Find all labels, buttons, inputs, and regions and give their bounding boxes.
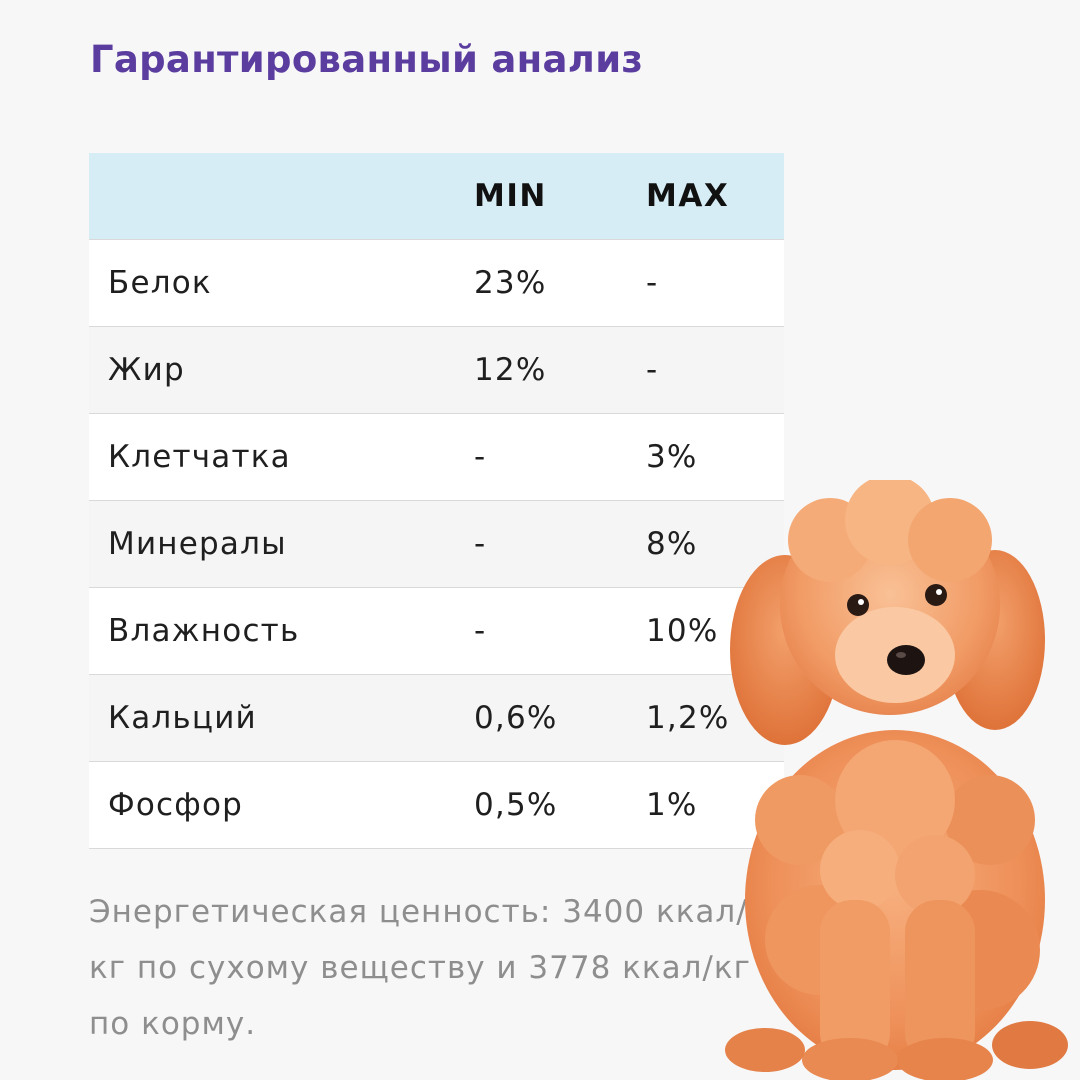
row-name: Жир [89,326,474,414]
row-max: 8% [646,500,784,588]
poodle-puppy-illustration [725,480,1068,1080]
row-max: - [646,239,784,327]
row-min: - [474,587,646,675]
row-name: Влажность [89,587,474,675]
page-title: Гарантированный анализ [90,38,644,81]
table-row: Жир 12% - [89,326,784,414]
row-max: - [646,326,784,414]
header-name [89,153,474,240]
dog-front-legs [725,900,1068,1080]
guaranteed-analysis-table: MIN MAX Белок 23% - Жир 12% - Клетчатка … [89,153,784,849]
dog-body [745,730,1045,1070]
table-row: Фосфор 0,5% 1% [89,761,784,849]
dog-head [780,480,1000,715]
row-name: Минералы [89,500,474,588]
row-name: Кальций [89,674,474,762]
header-max: MAX [646,153,784,240]
row-name: Фосфор [89,761,474,849]
row-max: 3% [646,413,784,501]
row-min: 0,6% [474,674,646,762]
header-min: MIN [474,153,646,240]
row-min: 23% [474,239,646,327]
table-row: Кальций 0,6% 1,2% [89,674,784,762]
row-min: 0,5% [474,761,646,849]
row-name: Клетчатка [89,413,474,501]
dog-face [847,584,947,675]
table-row: Минералы - 8% [89,500,784,588]
row-min: 12% [474,326,646,414]
row-min: - [474,500,646,588]
table-header-row: MIN MAX [89,153,784,240]
table-row: Влажность - 10% [89,587,784,675]
energy-value-note: Энергетическая ценность: 3400 ккал/кг по… [89,894,751,1042]
row-name: Белок [89,239,474,327]
table-row: Белок 23% - [89,239,784,327]
row-min: - [474,413,646,501]
table-row: Клетчатка - 3% [89,413,784,501]
